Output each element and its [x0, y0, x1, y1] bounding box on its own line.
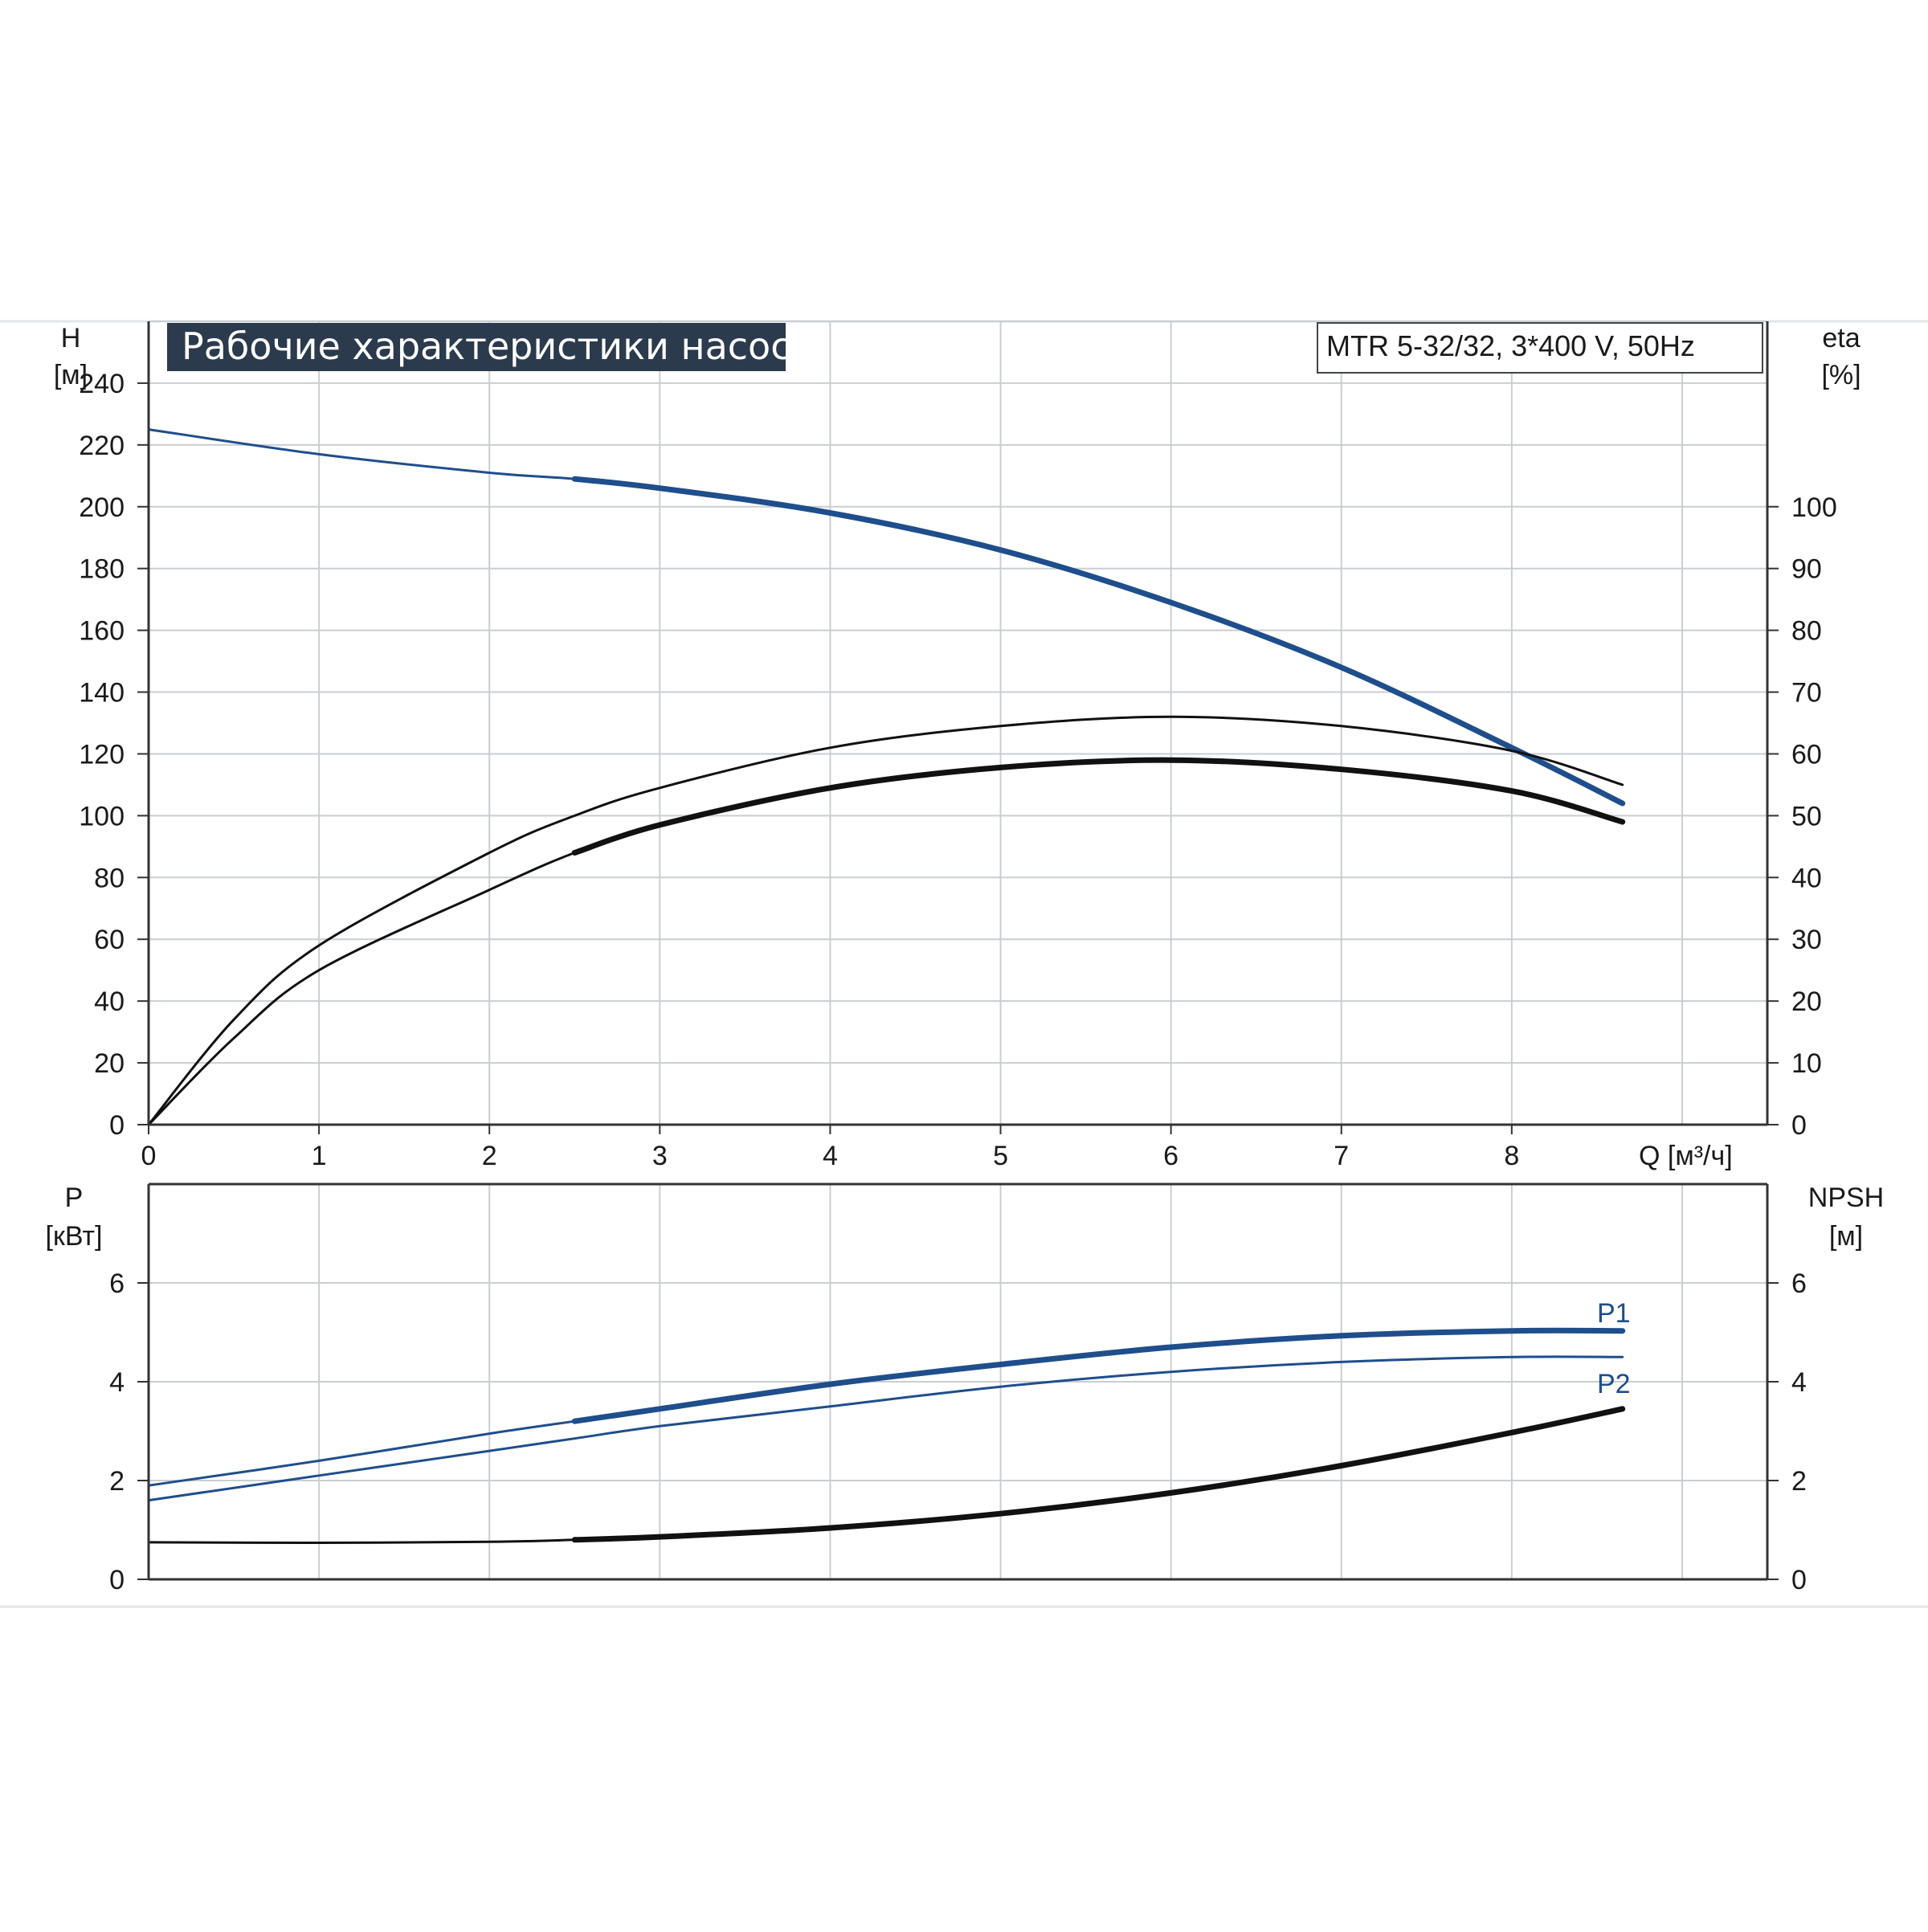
- bottom-right-tick-label: 4: [1791, 1367, 1807, 1398]
- top-right-tick-label: 20: [1791, 986, 1822, 1017]
- top-left-tick-label: 180: [79, 554, 125, 585]
- top-chart-series: [147, 428, 1626, 1126]
- series-label-p2: P2: [1597, 1369, 1631, 1399]
- x-tick-label: 6: [1163, 1141, 1178, 1171]
- bottom-right-tick-label: 6: [1791, 1268, 1807, 1299]
- bottom-right-tick-label: 2: [1791, 1466, 1807, 1497]
- top-left-tick-label: 140: [79, 678, 125, 709]
- x-tick-label: 7: [1334, 1141, 1349, 1171]
- x-tick-label: 0: [141, 1141, 157, 1171]
- bottom-series-1-line: [147, 1355, 1624, 1502]
- x-tick-label: 8: [1504, 1141, 1519, 1171]
- bottom-right-axis-title: NPSH: [1808, 1182, 1884, 1213]
- top-left-tick-label: 20: [94, 1048, 125, 1079]
- top-right-tick-label: 60: [1791, 739, 1822, 770]
- top-right-tick-label: 70: [1791, 678, 1822, 709]
- top-left-tick-label: 60: [94, 925, 125, 955]
- x-tick-label: 5: [993, 1141, 1008, 1171]
- bottom-right-axis-unit: [м]: [1829, 1221, 1863, 1252]
- x-tick-label: 3: [652, 1141, 668, 1171]
- x-tick-label: 4: [823, 1141, 838, 1171]
- bottom-series-2-bold-segment: [571, 1406, 1626, 1543]
- top-left-tick-label: 100: [79, 801, 125, 831]
- bottom-chart-axes: 0 2 4 6 0 2 4 6: [109, 1182, 1807, 1595]
- bottom-right-tick-label: 0: [1791, 1565, 1807, 1595]
- top-left-tick-label: 80: [94, 863, 125, 893]
- top-left-tick-label: 160: [79, 616, 125, 647]
- top-right-tick-label: 100: [1791, 492, 1837, 523]
- top-left-tick-label: 40: [94, 986, 125, 1017]
- top-right-axis-unit: [%]: [1821, 360, 1861, 390]
- top-left-tick-label: 120: [79, 739, 125, 770]
- bottom-left-tick-label: 6: [109, 1268, 125, 1299]
- top-left-axis-title: H: [61, 323, 81, 353]
- bottom-chart-series: [147, 1327, 1626, 1545]
- top-right-tick-label: 10: [1791, 1048, 1822, 1079]
- top-series-1-line: [147, 715, 1624, 1126]
- bottom-series-0-bold-segment: [571, 1327, 1626, 1424]
- top-right-tick-label: 80: [1791, 616, 1822, 647]
- model-box: [1317, 322, 1763, 374]
- x-tick-label: 1: [312, 1141, 327, 1171]
- top-series-2-bold-segment: [571, 757, 1626, 856]
- top-chart-grid: [149, 321, 1767, 1125]
- top-chart-axes: 0204060801001201401601802002202400102030…: [79, 321, 1837, 1171]
- top-right-tick-label: 90: [1791, 554, 1822, 585]
- chart-title: Рабочие характеристики насоса: [182, 325, 814, 368]
- top-right-tick-label: 0: [1791, 1110, 1807, 1141]
- model-label: MTR 5-32/32, 3*400 V, 50Hz: [1326, 329, 1695, 362]
- bottom-left-axis-title: P: [65, 1182, 84, 1213]
- top-right-tick-label: 40: [1791, 863, 1822, 893]
- x-axis-title: Q [м³/ч]: [1639, 1141, 1733, 1171]
- top-left-tick-label: 240: [79, 369, 125, 399]
- top-left-axis-unit: [м]: [54, 360, 88, 390]
- x-tick-label: 2: [482, 1141, 497, 1171]
- top-left-tick-label: 0: [109, 1110, 125, 1141]
- top-right-axis-title: eta: [1822, 323, 1860, 353]
- bottom-left-tick-label: 0: [109, 1565, 125, 1595]
- top-left-tick-label: 200: [79, 492, 125, 523]
- bottom-left-axis-unit: [кВт]: [46, 1221, 103, 1252]
- bottom-left-tick-label: 2: [109, 1466, 125, 1497]
- top-left-tick-label: 220: [79, 431, 125, 461]
- bottom-left-tick-label: 4: [109, 1367, 125, 1398]
- top-right-tick-label: 50: [1791, 801, 1822, 831]
- title-banner: [167, 323, 786, 371]
- top-right-tick-label: 30: [1791, 925, 1822, 955]
- series-label-p1: P1: [1597, 1298, 1631, 1329]
- top-series-0-bold-segment: [571, 476, 1626, 807]
